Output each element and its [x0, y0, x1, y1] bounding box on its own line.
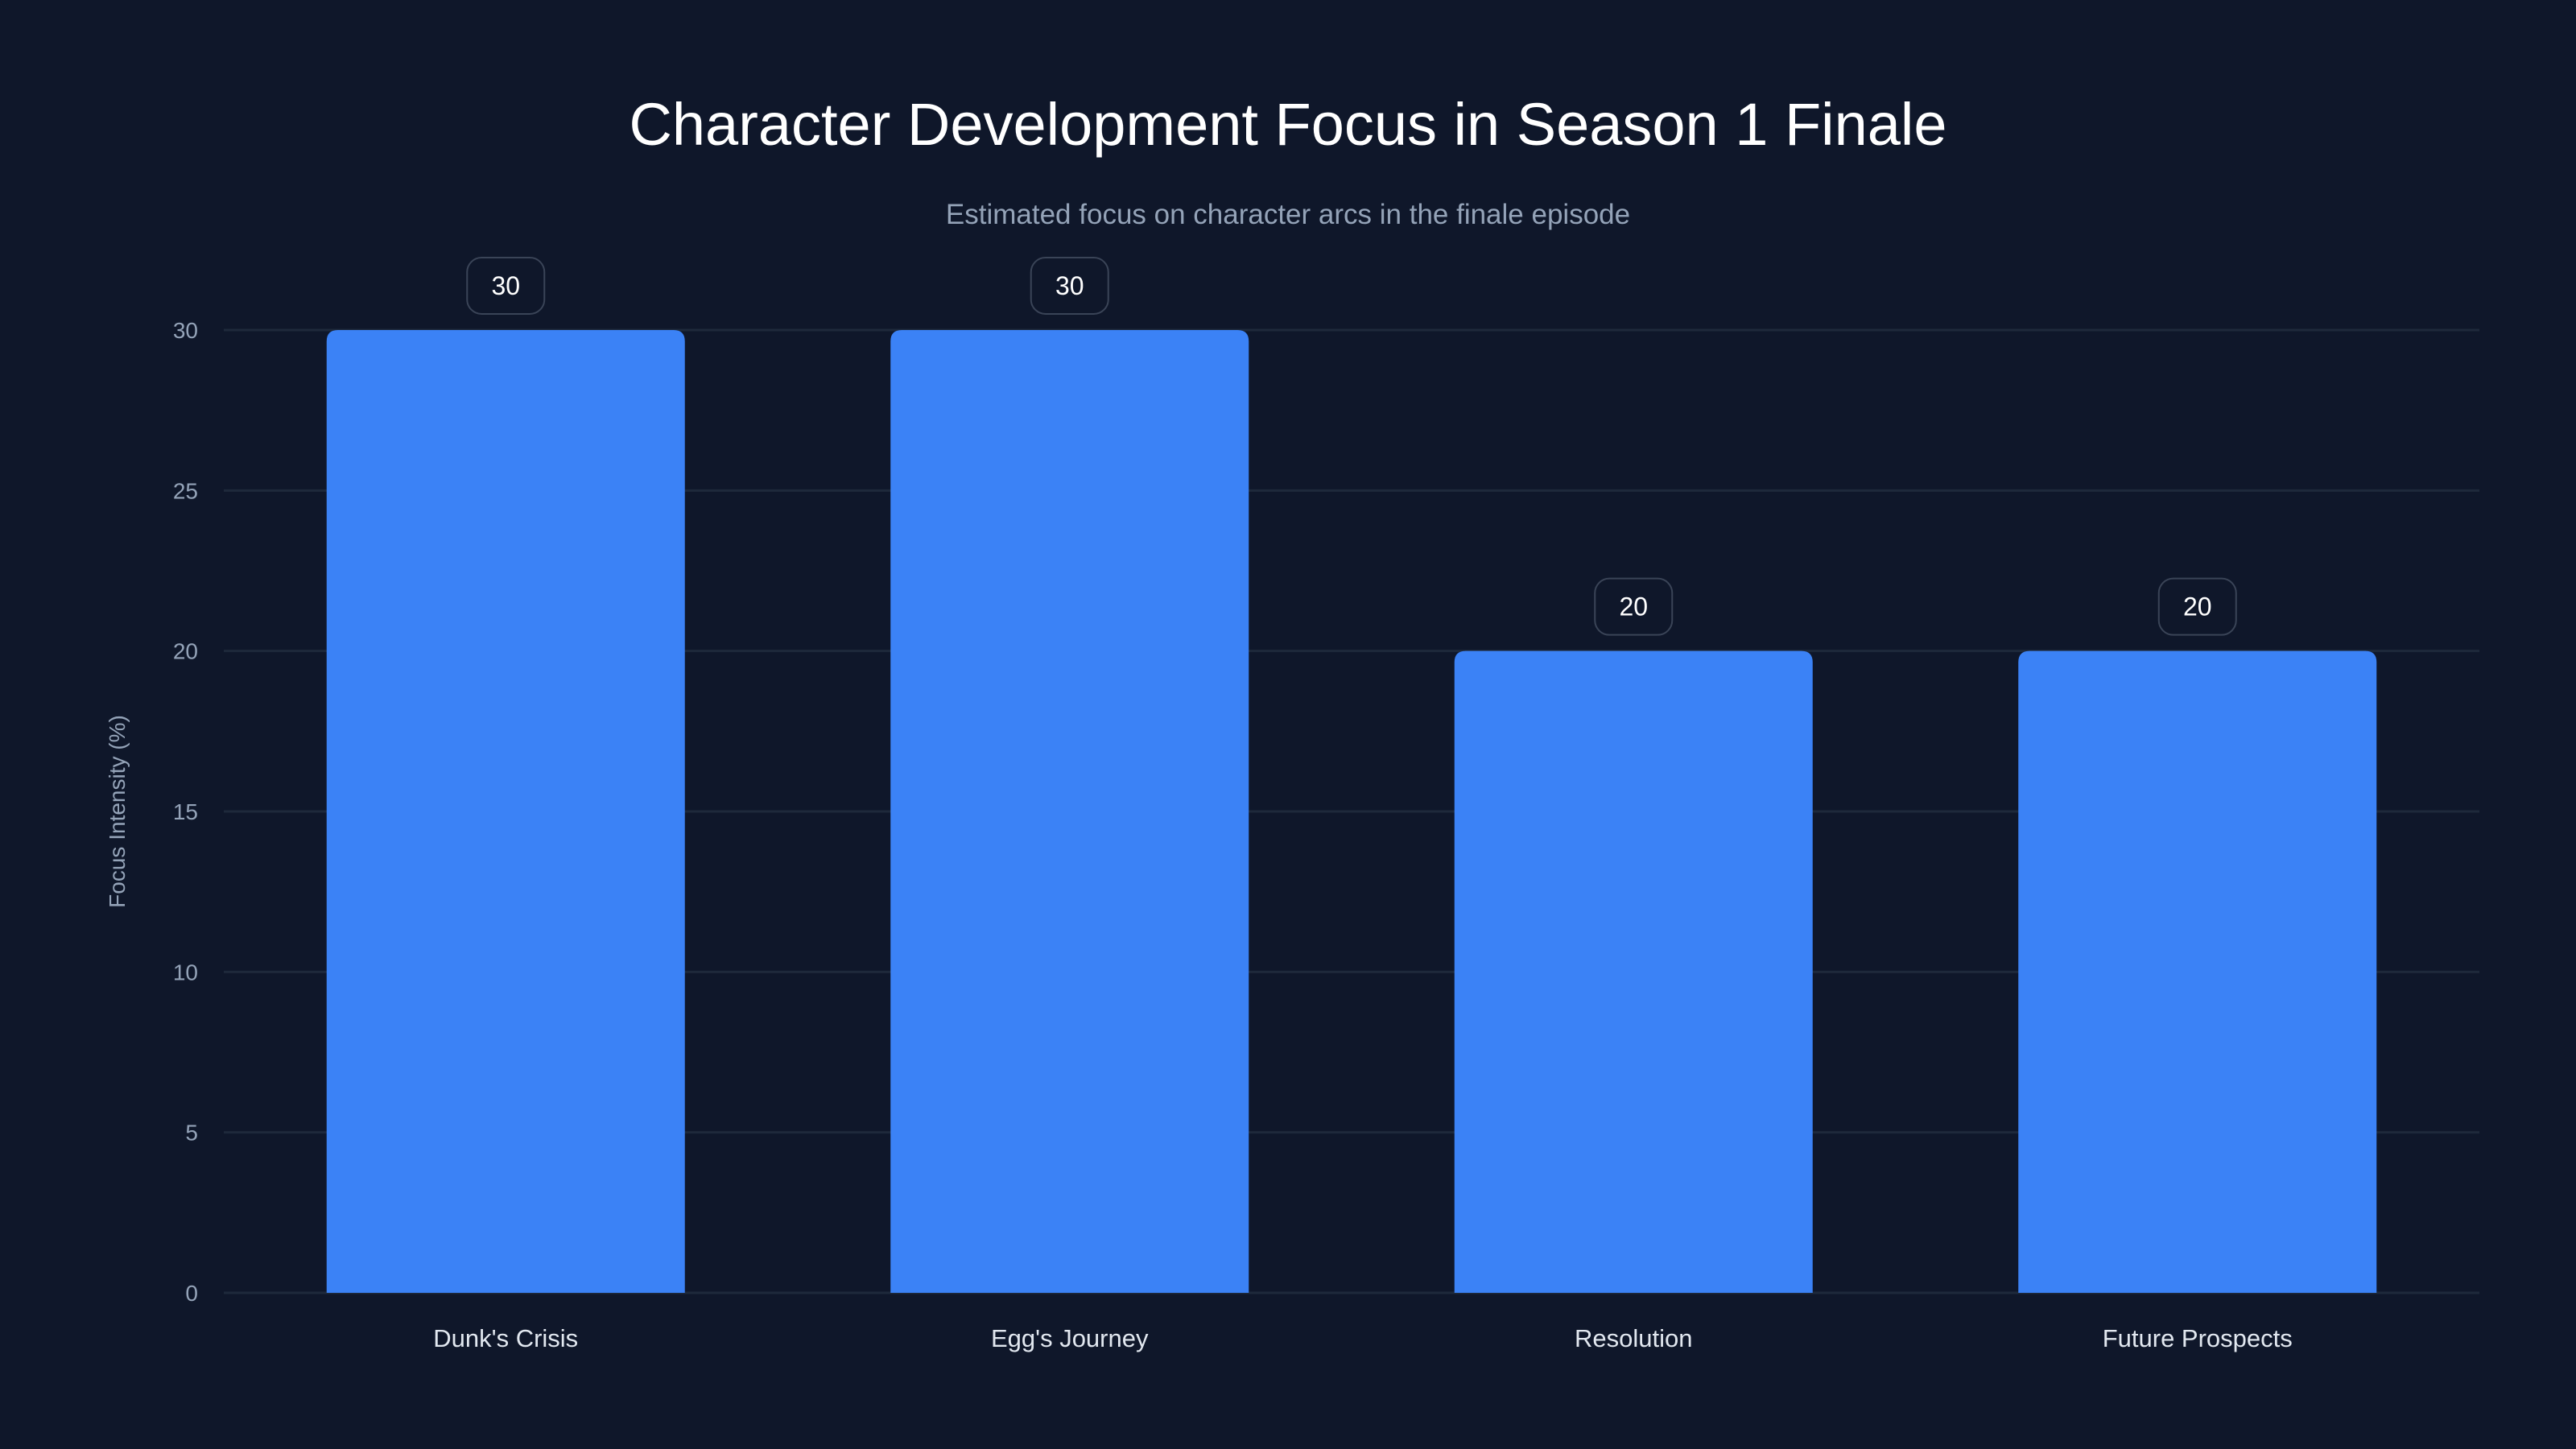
x-tick-label: Dunk's Crisis	[433, 1324, 578, 1352]
data-label-badge	[1594, 577, 1674, 636]
bar	[1454, 650, 1813, 1293]
y-tick-label: 10	[173, 960, 198, 985]
x-tick-label: Resolution	[1575, 1324, 1692, 1352]
bar	[326, 330, 685, 1293]
data-label: 30	[1055, 271, 1084, 300]
chart-title: Character Development Focus in Season 1 …	[629, 91, 1946, 158]
data-label: 30	[491, 271, 520, 300]
y-tick-label: 25	[173, 478, 198, 503]
chart-subtitle: Estimated focus on character arcs in the…	[946, 199, 1630, 230]
data-label-badge	[466, 257, 546, 315]
data-label-badge	[1030, 257, 1109, 315]
x-tick-label: Future Prospects	[2103, 1324, 2293, 1352]
y-tick-label: 30	[173, 318, 198, 343]
y-tick-label: 5	[185, 1121, 198, 1146]
y-tick-label: 20	[173, 639, 198, 664]
y-axis-label: Focus Intensity (%)	[105, 715, 130, 908]
y-tick-label: 0	[185, 1281, 198, 1306]
y-tick-label: 15	[173, 799, 198, 824]
data-label-badge	[2157, 577, 2237, 636]
bar	[890, 330, 1249, 1293]
bar	[2018, 650, 2377, 1293]
data-label: 20	[1619, 592, 1648, 621]
data-label: 20	[2183, 592, 2212, 621]
x-tick-label: Egg's Journey	[991, 1324, 1149, 1352]
